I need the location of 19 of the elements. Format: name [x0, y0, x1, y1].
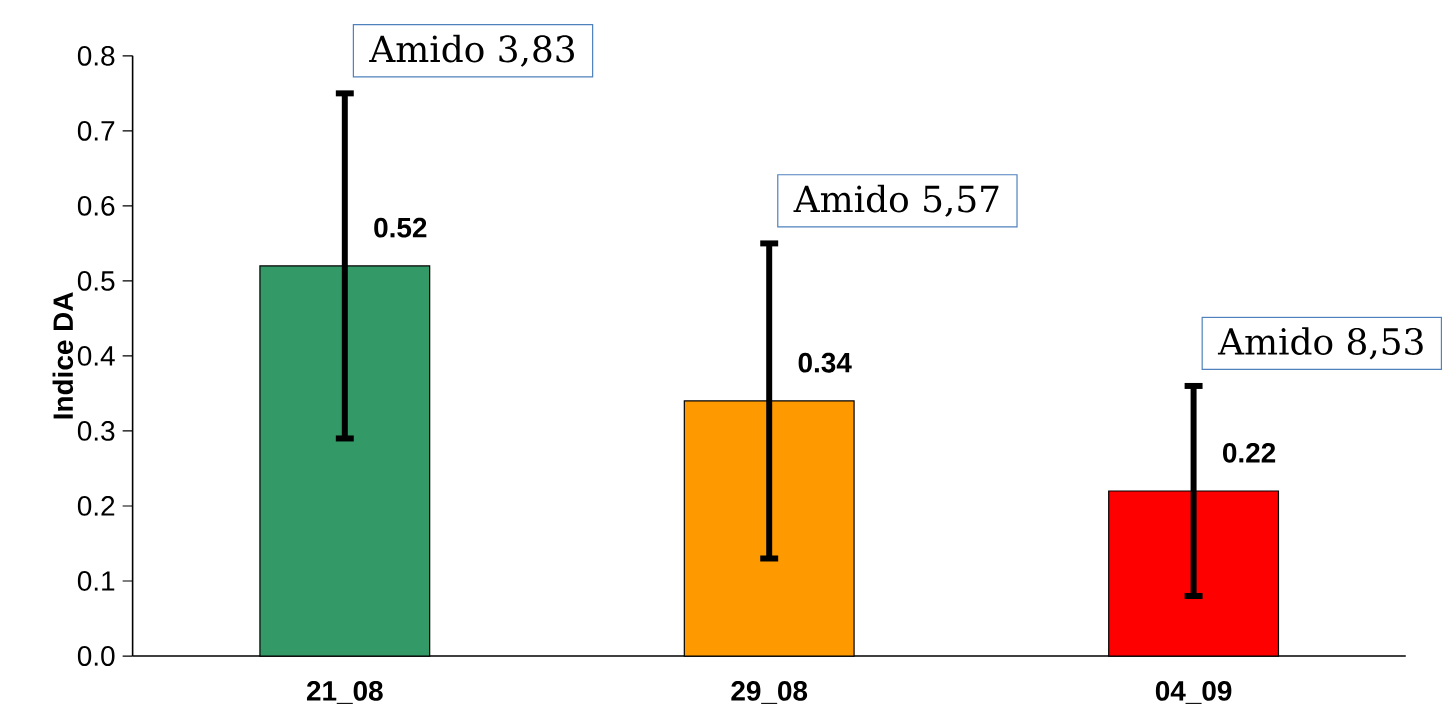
y-tick-label: 0.5 [77, 271, 115, 291]
y-tick-label: 0.7 [77, 121, 115, 141]
y-tick-label: 0.1 [77, 571, 115, 591]
data-label: 0.52 [374, 217, 427, 238]
y-tick-label: 0.4 [77, 346, 115, 366]
y-tick-label: 0.6 [77, 196, 115, 216]
data-label: 0.22 [1223, 442, 1276, 463]
annotation: Amido 5,57 [793, 184, 999, 217]
y-tick-label: 0.2 [77, 496, 115, 516]
annotation: Amido 3,83 [369, 34, 574, 67]
x-tick-label: 29_08 [731, 681, 808, 704]
data-label: 0.34 [798, 352, 852, 373]
y-tick-label: 0.3 [77, 421, 115, 441]
x-tick-label: 04_09 [1155, 681, 1232, 704]
y-tick-label: 0.0 [77, 646, 115, 666]
y-axis-title: Indice DA [52, 292, 74, 419]
y-tick-label: 0.8 [77, 46, 115, 66]
x-tick-label: 21_08 [306, 681, 383, 704]
annotation: Amido 8,53 [1217, 327, 1423, 360]
